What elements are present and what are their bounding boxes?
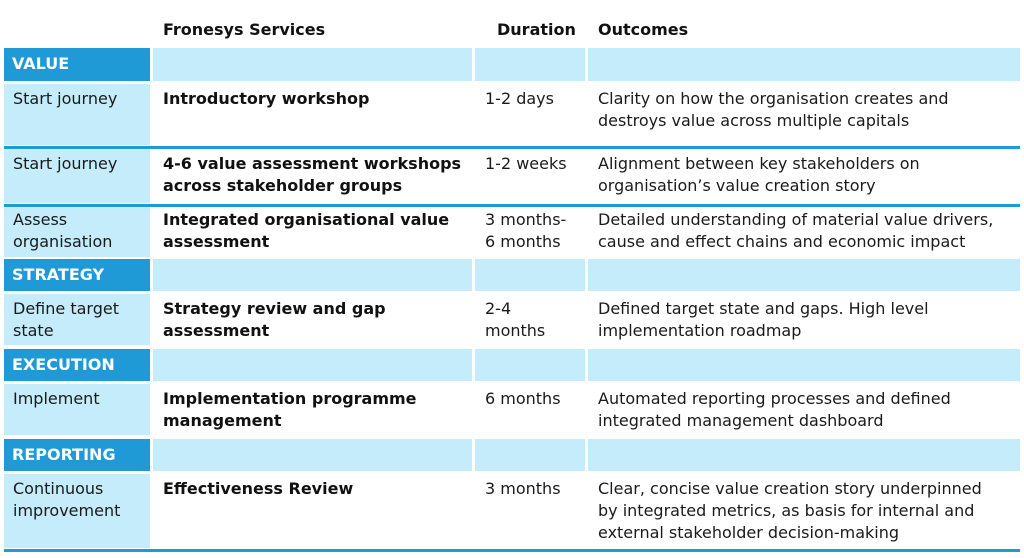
section-header-fill <box>153 349 472 381</box>
stage-cell <box>4 474 150 548</box>
stage-text: Define target state <box>13 299 119 340</box>
table-bottom-border <box>4 549 1020 552</box>
stage-text: Assess organisation <box>13 210 113 251</box>
stage-cell <box>4 84 150 145</box>
outcome-text: Defined target state and gaps. High leve… <box>598 299 929 340</box>
section-label-value: VALUE <box>12 54 70 73</box>
stage-text: Start journey <box>13 154 118 173</box>
service-text: Implementation programme management <box>163 389 417 430</box>
stage-text: Continuous improvement <box>13 479 121 520</box>
section-header-value: VALUE <box>4 48 150 81</box>
duration-text: 3 months <box>485 479 561 498</box>
service-text: Integrated organisational value assessme… <box>163 210 450 251</box>
duration-text: 1-2 days <box>485 89 554 108</box>
stage-cell <box>4 384 150 435</box>
outcome-text: Clear, concise value creation story unde… <box>598 479 982 542</box>
service-text: 4-6 value assessment workshops across st… <box>163 154 462 195</box>
section-header-fill <box>475 48 585 81</box>
section-label-execution: EXECUTION <box>12 355 115 374</box>
duration-text: 2-4 months <box>485 299 546 340</box>
outcome-text: Clarity on how the organisation creates … <box>598 89 949 130</box>
stage-text: Implement <box>13 389 100 408</box>
section-header-fill <box>153 439 472 471</box>
header-outcomes: Outcomes <box>598 20 689 39</box>
duration-text: 6 months <box>485 389 561 408</box>
service-text: Strategy review and gap assessment <box>163 299 386 340</box>
stage-cell <box>4 207 150 257</box>
stage-cell <box>4 149 150 203</box>
stage-text: Start journey <box>13 89 118 108</box>
section-header-fill <box>475 349 585 381</box>
section-header-fill <box>588 259 1020 291</box>
duration-text: 1-2 weeks <box>485 154 567 173</box>
header-services: Fronesys Services <box>163 20 326 39</box>
section-header-fill <box>588 439 1020 471</box>
section-header-fill <box>588 48 1020 81</box>
stage-cell <box>4 294 150 345</box>
row-divider <box>4 204 1020 207</box>
header-duration: Duration <box>497 20 576 39</box>
outcome-text: Detailed understanding of material value… <box>598 210 994 251</box>
section-header-fill <box>588 349 1020 381</box>
section-header-execution: EXECUTION <box>4 349 150 381</box>
service-text: Effectiveness Review <box>163 479 354 498</box>
outcome-text: Automated reporting processes and define… <box>598 389 951 430</box>
section-header-reporting: REPORTING <box>4 439 150 471</box>
section-header-fill <box>153 48 472 81</box>
service-text: Introductory workshop <box>163 89 370 108</box>
section-header-fill <box>153 259 472 291</box>
section-header-strategy: STRATEGY <box>4 259 150 291</box>
section-header-fill <box>475 259 585 291</box>
outcome-text: Alignment between key stakeholders on or… <box>598 154 920 195</box>
row-divider <box>4 146 1020 149</box>
section-label-reporting: REPORTING <box>12 445 116 464</box>
section-label-strategy: STRATEGY <box>12 265 105 284</box>
duration-text: 3 months- 6 months <box>485 210 567 251</box>
section-header-fill <box>475 439 585 471</box>
